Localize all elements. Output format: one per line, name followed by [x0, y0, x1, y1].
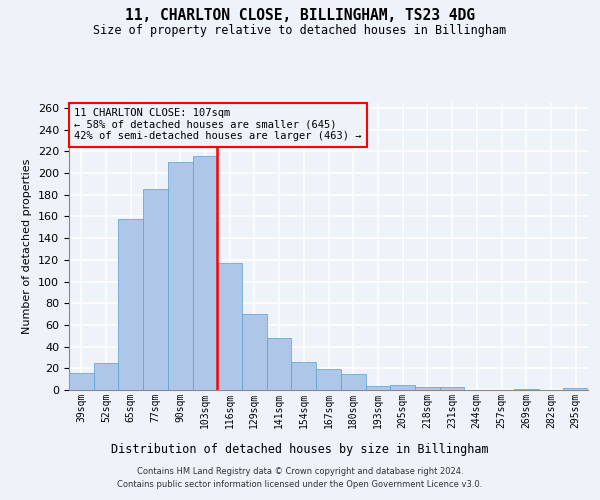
Bar — [69, 372, 94, 390]
Text: Size of property relative to detached houses in Billingham: Size of property relative to detached ho… — [94, 24, 506, 37]
Text: Distribution of detached houses by size in Billingham: Distribution of detached houses by size … — [111, 442, 489, 456]
Bar — [440, 386, 464, 390]
Bar — [316, 370, 341, 390]
Bar — [118, 218, 143, 390]
Bar — [365, 386, 390, 390]
Bar — [292, 362, 316, 390]
Bar — [341, 374, 365, 390]
Bar — [168, 162, 193, 390]
Bar — [217, 263, 242, 390]
Bar — [143, 190, 168, 390]
Bar — [563, 388, 588, 390]
Y-axis label: Number of detached properties: Number of detached properties — [22, 158, 32, 334]
Bar — [242, 314, 267, 390]
Text: 11 CHARLTON CLOSE: 107sqm
← 58% of detached houses are smaller (645)
42% of semi: 11 CHARLTON CLOSE: 107sqm ← 58% of detac… — [74, 108, 362, 142]
Bar — [94, 363, 118, 390]
Bar — [390, 384, 415, 390]
Text: Contains HM Land Registry data © Crown copyright and database right 2024.: Contains HM Land Registry data © Crown c… — [137, 468, 463, 476]
Bar — [415, 386, 440, 390]
Bar — [514, 389, 539, 390]
Text: Contains public sector information licensed under the Open Government Licence v3: Contains public sector information licen… — [118, 480, 482, 489]
Text: 11, CHARLTON CLOSE, BILLINGHAM, TS23 4DG: 11, CHARLTON CLOSE, BILLINGHAM, TS23 4DG — [125, 8, 475, 22]
Bar — [267, 338, 292, 390]
Bar — [193, 156, 217, 390]
